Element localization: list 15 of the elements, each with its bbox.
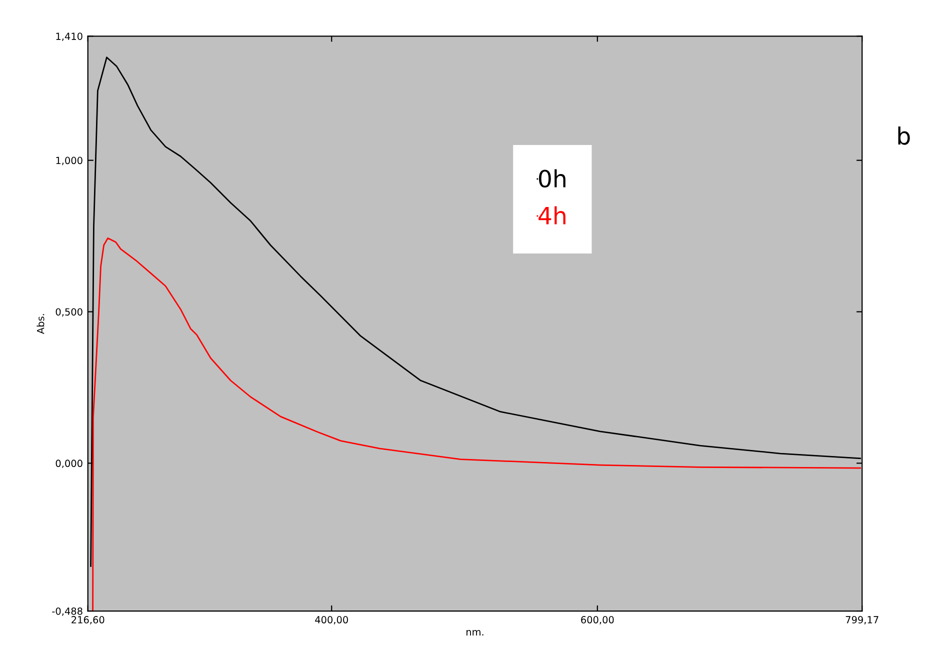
text: b (898, 126, 910, 145)
legend-label: 0h (538, 169, 566, 188)
y-tick-label: 1,410 (56, 32, 82, 41)
y-axis-title: Abs. (36, 314, 44, 334)
x-axis-title: nm. (466, 630, 484, 636)
legend-label: 4h (538, 206, 566, 224)
y-tick-label: 0,500 (56, 308, 82, 317)
y-tick-label: 0,000 (56, 460, 82, 468)
x-tick-label: 216,60 (72, 616, 104, 624)
line-series (92, 237, 861, 612)
y-tick-label: 1,000 (56, 156, 82, 166)
x-tick-label: 400,00 (315, 616, 348, 624)
y-tick-label: -0,488 (52, 607, 82, 616)
x-tick-label: 799,17 (846, 616, 878, 624)
x-tick-label: 600,00 (581, 616, 614, 624)
